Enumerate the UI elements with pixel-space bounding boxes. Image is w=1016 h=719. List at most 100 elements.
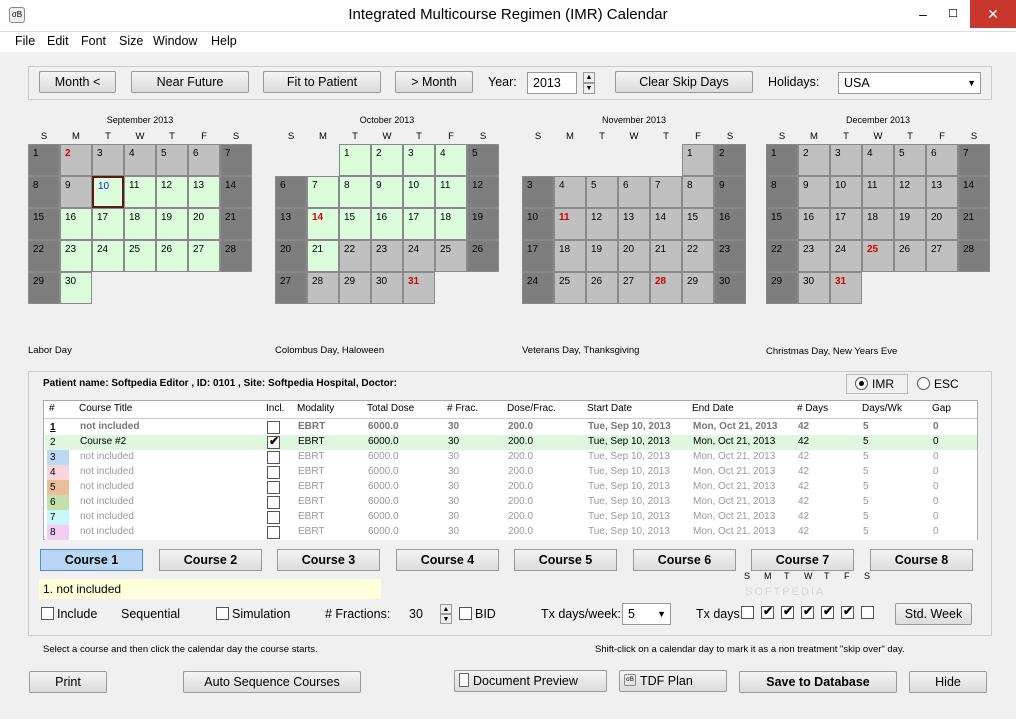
calendar-day[interactable]: 15	[682, 208, 714, 240]
course-1-button[interactable]: Course 1	[40, 549, 143, 571]
calendar-day[interactable]: 13	[618, 208, 650, 240]
calendar-day[interactable]: 23	[714, 240, 746, 272]
menu-help[interactable]: Help	[211, 34, 237, 48]
esc-radio[interactable]	[917, 377, 930, 390]
calendar-day[interactable]: 1	[339, 144, 371, 176]
calendar-day[interactable]: 18	[554, 240, 586, 272]
calendar-day[interactable]: 16	[60, 208, 92, 240]
calendar-day[interactable]: 8	[766, 176, 798, 208]
fit-to-patient-button[interactable]: Fit to Patient	[263, 71, 381, 93]
calendar-day[interactable]: 6	[275, 176, 307, 208]
month-prev-button[interactable]: Month <	[39, 71, 116, 93]
calendar-day[interactable]: 28	[307, 272, 339, 304]
calendar-day[interactable]: 22	[28, 240, 60, 272]
calendar-day[interactable]: 27	[188, 240, 220, 272]
calendar-day[interactable]: 24	[830, 240, 862, 272]
tx-day-checkbox[interactable]: ✔	[841, 604, 854, 619]
calendar-day[interactable]: 22	[339, 240, 371, 272]
document-preview-button[interactable]: Document Preview	[454, 670, 607, 692]
calendar-day[interactable]: 12	[156, 176, 188, 208]
include-row-checkbox[interactable]	[267, 421, 280, 434]
table-row[interactable]: 8 not included EBRT 6000.0 30 200.0 Tue, Sep 1…	[45, 525, 977, 540]
calendar-day[interactable]: 25	[435, 240, 467, 272]
calendar-day[interactable]: 19	[467, 208, 499, 240]
calendar-day[interactable]: 3	[403, 144, 435, 176]
calendar-day[interactable]: 25	[554, 272, 586, 304]
calendar-day[interactable]: 14	[958, 176, 990, 208]
close-icon[interactable]: ✕	[970, 0, 1016, 28]
calendar-day[interactable]: 8	[28, 176, 60, 208]
calendar-day[interactable]: 19	[156, 208, 188, 240]
calendar-day[interactable]: 20	[926, 208, 958, 240]
table-row[interactable]: 1 not included EBRT 6000.0 30 200.0 Tue, Sep 1…	[45, 420, 977, 435]
tx-day-checkbox[interactable]: ✔	[781, 604, 794, 619]
calendar-day[interactable]: 11	[554, 208, 586, 240]
calendar-day[interactable]: 10	[92, 176, 124, 208]
calendar-day[interactable]: 3	[830, 144, 862, 176]
calendar-day[interactable]: 19	[586, 240, 618, 272]
calendar-day[interactable]: 3	[522, 176, 554, 208]
clear-skip-days-button[interactable]: Clear Skip Days	[615, 71, 753, 93]
year-input[interactable]: 2013	[527, 72, 577, 94]
calendar-day[interactable]: 16	[714, 208, 746, 240]
minimize-icon[interactable]: –	[919, 6, 927, 22]
calendar-day[interactable]: 4	[435, 144, 467, 176]
calendar-day[interactable]: 23	[60, 240, 92, 272]
calendar-day[interactable]: 14	[307, 208, 339, 240]
calendar-day[interactable]: 18	[124, 208, 156, 240]
calendar-day[interactable]: 29	[682, 272, 714, 304]
calendar-day[interactable]: 18	[862, 208, 894, 240]
course-7-button[interactable]: Course 7	[751, 549, 854, 571]
calendar-day[interactable]: 28	[220, 240, 252, 272]
calendar-day[interactable]: 22	[682, 240, 714, 272]
calendar-day[interactable]: 29	[28, 272, 60, 304]
calendar-day[interactable]: 13	[275, 208, 307, 240]
calendar-day[interactable]: 26	[894, 240, 926, 272]
year-up-icon[interactable]: ▲	[583, 72, 595, 83]
calendar-day[interactable]: 7	[958, 144, 990, 176]
calendar-day[interactable]: 21	[307, 240, 339, 272]
calendar-day[interactable]: 7	[307, 176, 339, 208]
calendar-day[interactable]: 14	[220, 176, 252, 208]
calendar-day[interactable]: 10	[403, 176, 435, 208]
calendar-day[interactable]: 12	[586, 208, 618, 240]
calendar-day[interactable]: 23	[798, 240, 830, 272]
year-down-icon[interactable]: ▼	[583, 83, 595, 94]
calendar-day[interactable]: 9	[714, 176, 746, 208]
calendar-day[interactable]: 2	[60, 144, 92, 176]
calendar-day[interactable]: 1	[766, 144, 798, 176]
calendar-day[interactable]: 24	[403, 240, 435, 272]
course-table[interactable]: # Course Title Incl. Modality Total Dose…	[43, 400, 978, 540]
app-icon[interactable]: σB	[9, 7, 25, 23]
tx-day-checkbox[interactable]: ✔	[761, 604, 774, 619]
calendar-day[interactable]: 21	[958, 208, 990, 240]
simulation-checkbox[interactable]	[216, 607, 229, 620]
calendar-day[interactable]: 12	[894, 176, 926, 208]
calendar-day[interactable]: 8	[339, 176, 371, 208]
calendar-day[interactable]: 16	[371, 208, 403, 240]
calendar-day[interactable]: 24	[522, 272, 554, 304]
calendar-day[interactable]: 4	[124, 144, 156, 176]
calendar-day[interactable]: 5	[156, 144, 188, 176]
calendar-day[interactable]: 30	[714, 272, 746, 304]
calendar-day[interactable]: 10	[522, 208, 554, 240]
calendar-day[interactable]: 13	[188, 176, 220, 208]
fractions-up-icon[interactable]: ▲	[440, 604, 452, 614]
calendar-day[interactable]: 17	[92, 208, 124, 240]
calendar-day[interactable]: 27	[618, 272, 650, 304]
table-row[interactable]: 3 not included EBRT 6000.0 30 200.0 Tue, Sep 1…	[45, 450, 977, 465]
tx-day-checkbox[interactable]: ✔	[801, 604, 814, 619]
calendar-day[interactable]: 7	[220, 144, 252, 176]
calendar-day[interactable]: 6	[926, 144, 958, 176]
calendar-day[interactable]: 27	[926, 240, 958, 272]
print-button[interactable]: Print	[29, 671, 107, 693]
calendar-day[interactable]: 17	[403, 208, 435, 240]
near-future-button[interactable]: Near Future	[131, 71, 249, 93]
calendar-day[interactable]: 2	[714, 144, 746, 176]
calendar-day[interactable]: 4	[862, 144, 894, 176]
tdf-plan-button[interactable]: σB TDF Plan	[619, 670, 727, 692]
calendar-day[interactable]: 23	[371, 240, 403, 272]
calendar-day[interactable]: 28	[958, 240, 990, 272]
include-row-checkbox[interactable]	[267, 466, 280, 479]
calendar-day[interactable]: 20	[188, 208, 220, 240]
